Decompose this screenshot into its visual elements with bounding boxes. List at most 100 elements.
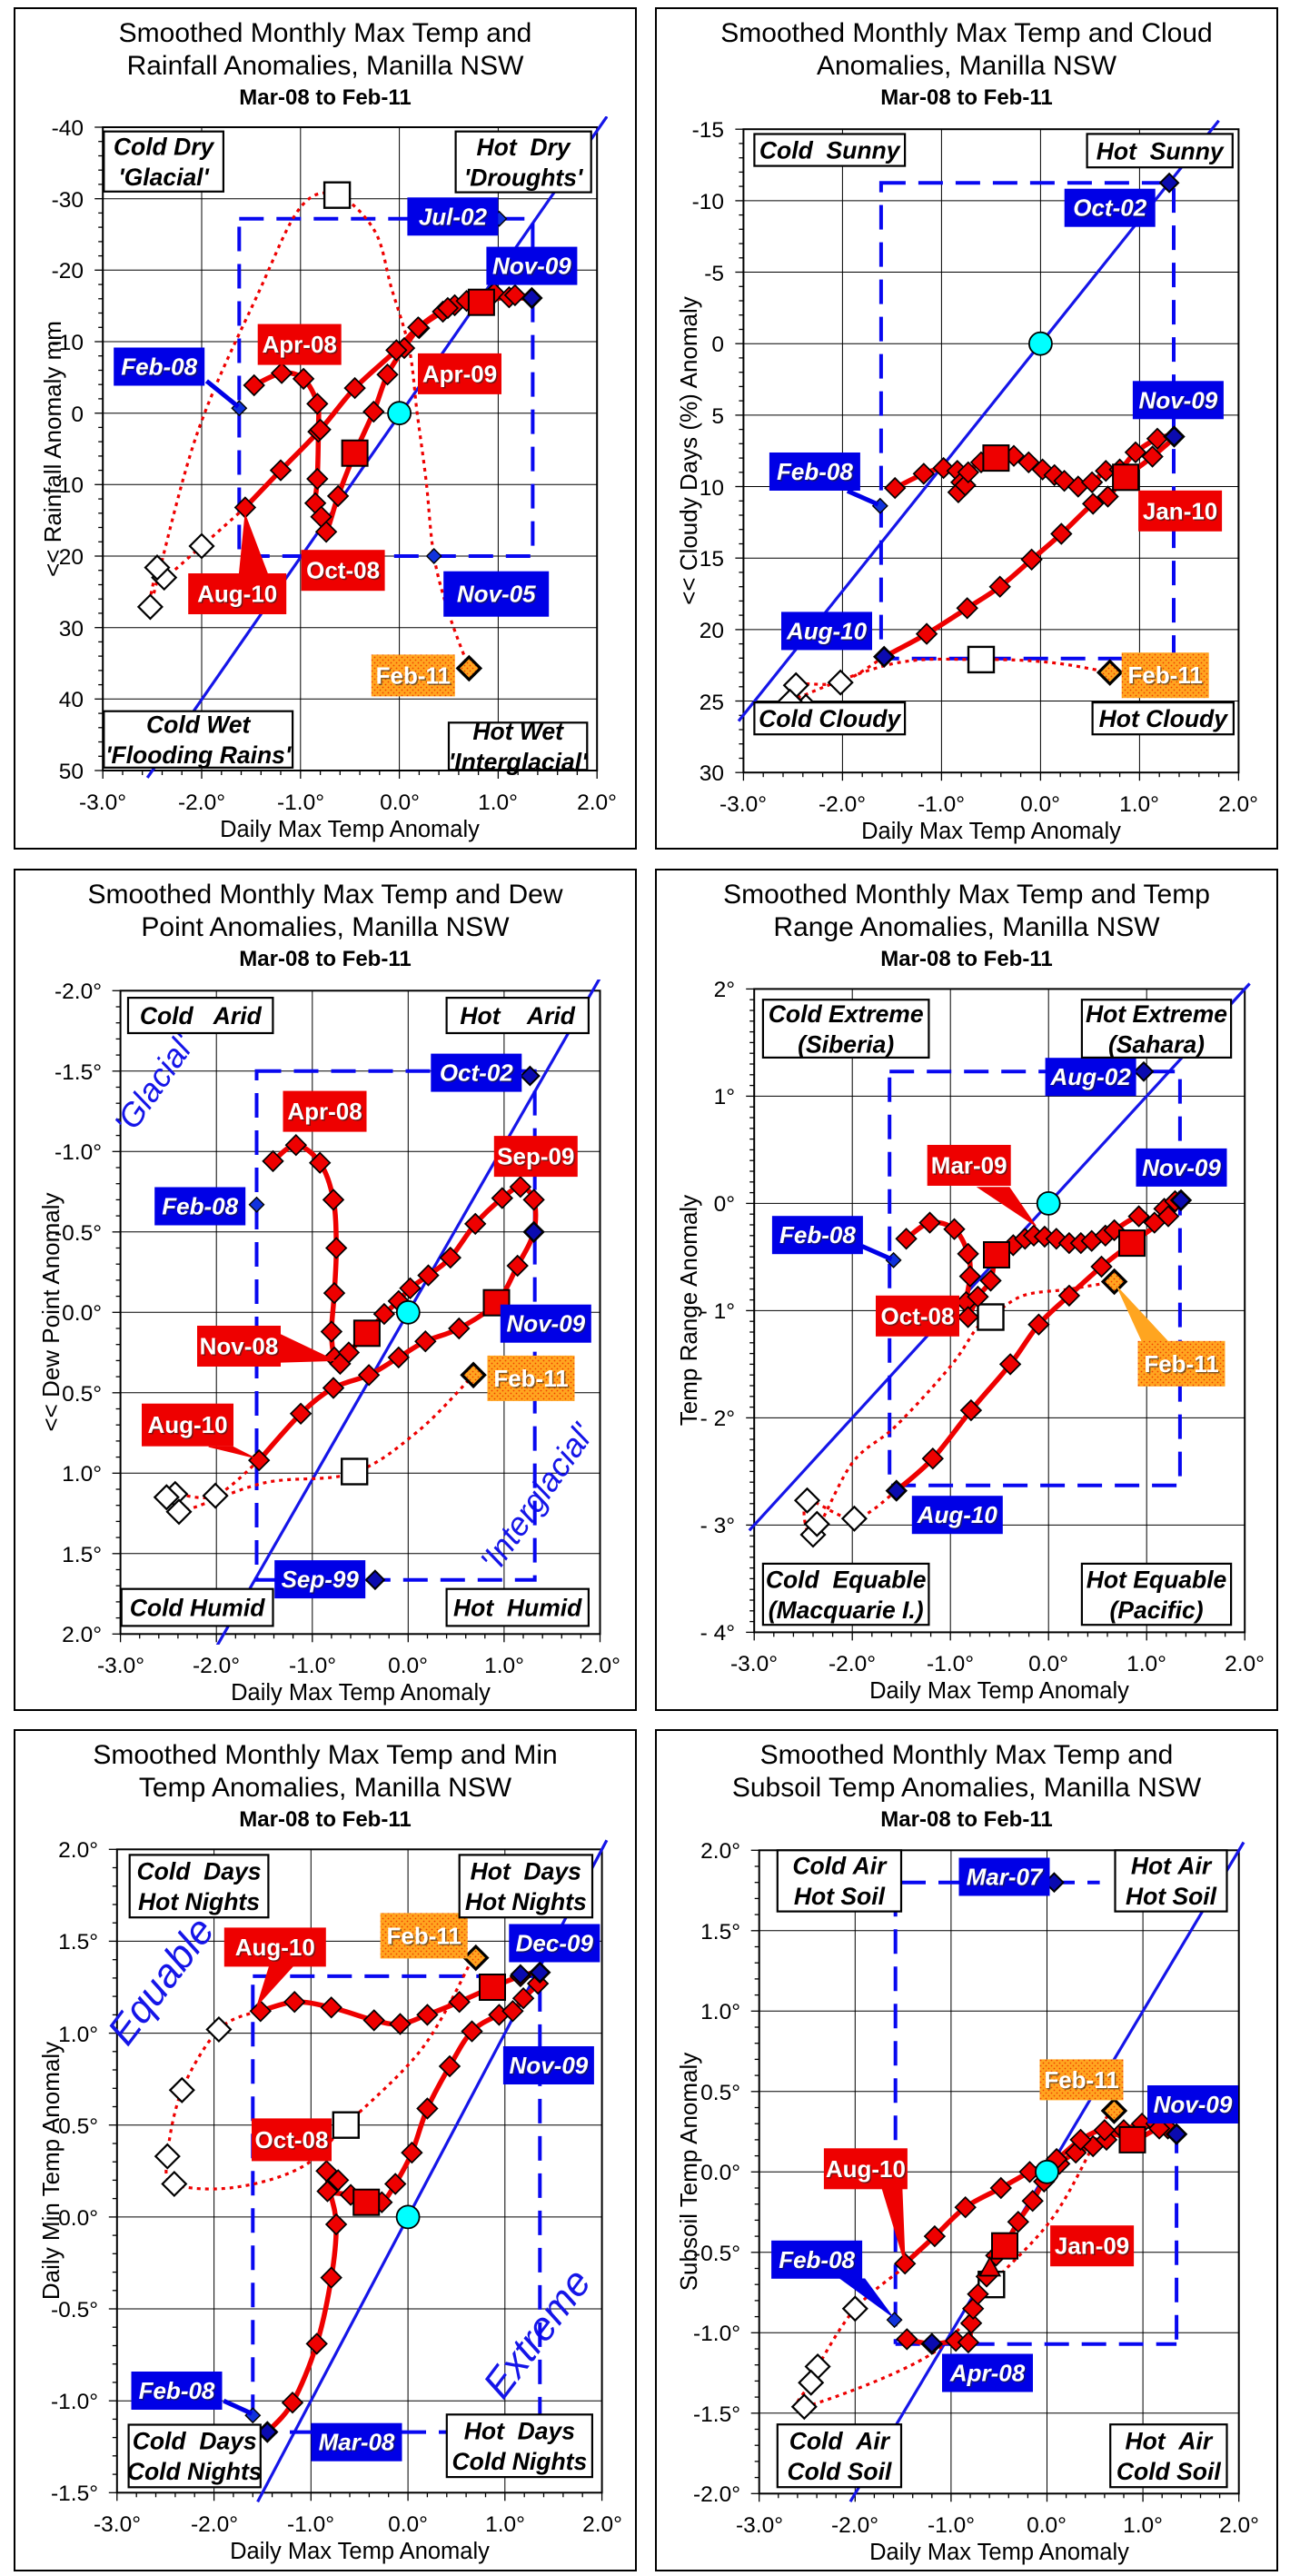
- svg-text:Dec-09: Dec-09: [516, 1930, 594, 1957]
- svg-text:Daily Max Temp Anomaly: Daily Max Temp Anomaly: [220, 817, 480, 842]
- svg-text:Daily Max Temp Anomaly: Daily Max Temp Anomaly: [231, 1680, 491, 1706]
- svg-text:Feb-11: Feb-11: [495, 1366, 570, 1393]
- svg-text:-2.0°: -2.0°: [55, 980, 102, 1004]
- svg-text:-20: -20: [52, 259, 84, 283]
- svg-text:Smoothed Monthly Max Temp and: Smoothed Monthly Max Temp and: [119, 18, 532, 48]
- svg-text:2.0°: 2.0°: [582, 2512, 622, 2537]
- svg-text:-10: -10: [52, 331, 84, 355]
- svg-text:-2.0°: -2.0°: [693, 2482, 740, 2507]
- svg-text:Jan-09: Jan-09: [1055, 2233, 1129, 2260]
- svg-text:-5: -5: [704, 262, 724, 286]
- svg-text:Hot Dry: Hot Dry: [477, 134, 571, 161]
- svg-text:0.0°: 0.0°: [62, 1301, 102, 1326]
- svg-text:Daily Min Temp Anomaly: Daily Min Temp Anomaly: [37, 2042, 64, 2300]
- svg-text:Cold Equable: Cold Equable: [766, 1566, 927, 1593]
- svg-text:1.0°: 1.0°: [485, 2512, 525, 2537]
- svg-text:Jul-02: Jul-02: [419, 203, 488, 230]
- svg-text:Feb-11: Feb-11: [388, 1924, 462, 1951]
- svg-text:-3.0°: -3.0°: [97, 1654, 144, 1678]
- svg-text:Hot Nights: Hot Nights: [465, 1888, 587, 1915]
- svg-text:1.0°: 1.0°: [478, 791, 518, 815]
- svg-text:Cold Nights: Cold Nights: [452, 2448, 588, 2475]
- svg-text:0: 0: [711, 333, 724, 357]
- svg-text:-1.0°: -1.0°: [693, 2322, 740, 2346]
- svg-text:-2.0°: -2.0°: [193, 1654, 240, 1678]
- svg-text:Feb-08: Feb-08: [779, 1221, 856, 1248]
- svg-text:Apr-08: Apr-08: [949, 2360, 1026, 2387]
- svg-text:Cold Air: Cold Air: [792, 1853, 888, 1880]
- svg-text:Mar-07: Mar-07: [968, 1865, 1045, 1892]
- svg-text:Oct-02: Oct-02: [1075, 195, 1148, 223]
- svg-text:Feb-11: Feb-11: [1128, 661, 1203, 689]
- svg-text:Nov-08: Nov-08: [200, 1333, 279, 1360]
- svg-text:50: 50: [59, 760, 84, 784]
- svg-text:Oct-02: Oct-02: [1073, 194, 1146, 222]
- svg-text:Mar-08 to Feb-11: Mar-08 to Feb-11: [880, 1807, 1052, 1832]
- svg-text:Nov-05: Nov-05: [458, 582, 537, 609]
- svg-text:Cold Dry: Cold Dry: [114, 134, 215, 161]
- svg-text:'Flooding Rains': 'Flooding Rains': [105, 741, 293, 769]
- svg-text:Aug-10: Aug-10: [236, 1934, 316, 1962]
- svg-text:Aug-10: Aug-10: [235, 1934, 315, 1961]
- svg-text:5: 5: [711, 404, 724, 429]
- svg-text:Sep-09: Sep-09: [497, 1143, 574, 1170]
- svg-text:Jan-09: Jan-09: [1056, 2233, 1130, 2261]
- svg-text:Feb-11: Feb-11: [1046, 2067, 1120, 2094]
- svg-text:Hot Humid: Hot Humid: [453, 1595, 582, 1622]
- svg-text:Aug-10: Aug-10: [199, 582, 279, 609]
- svg-text:- 3°: - 3°: [700, 1514, 735, 1538]
- svg-text:Smoothed Monthly Max Temp and: Smoothed Monthly Max Temp and Cloud: [720, 18, 1212, 48]
- svg-text:Cold Days: Cold Days: [137, 1858, 262, 1885]
- svg-text:2.0°: 2.0°: [1225, 1652, 1265, 1676]
- svg-text:Cold Arid: Cold Arid: [140, 1002, 263, 1029]
- svg-text:Hot Soil: Hot Soil: [1126, 1883, 1217, 1910]
- svg-text:Daily Max Temp Anomaly: Daily Max Temp Anomaly: [230, 2539, 490, 2564]
- svg-text:1.5°: 1.5°: [62, 1543, 102, 1567]
- svg-text:1.0°: 1.0°: [62, 1462, 102, 1487]
- svg-text:0.0°: 0.0°: [380, 791, 420, 815]
- svg-text:-1.0°: -1.0°: [289, 1654, 336, 1678]
- svg-text:Aug-10: Aug-10: [147, 1411, 227, 1438]
- svg-text:Cold Sunny: Cold Sunny: [759, 137, 901, 164]
- svg-text:Aug-10: Aug-10: [197, 581, 277, 608]
- svg-text:Cold Soil: Cold Soil: [787, 2458, 891, 2485]
- svg-text:-1.5°: -1.5°: [693, 2402, 740, 2427]
- svg-text:Nov-09: Nov-09: [1144, 1155, 1223, 1182]
- svg-text:0.0°: 0.0°: [1028, 1652, 1068, 1676]
- svg-text:15: 15: [700, 547, 724, 572]
- svg-text:Apr-08: Apr-08: [263, 333, 338, 360]
- svg-text:Feb-08: Feb-08: [162, 1193, 238, 1220]
- svg-text:Feb-08: Feb-08: [139, 2377, 215, 2404]
- svg-text:Aug-10: Aug-10: [917, 1501, 998, 1528]
- svg-text:-1.0°: -1.0°: [277, 791, 324, 815]
- svg-text:Jan-10: Jan-10: [1144, 499, 1218, 526]
- svg-text:Feb-11: Feb-11: [1144, 1350, 1218, 1378]
- svg-text:-1.5°: -1.5°: [55, 1060, 102, 1085]
- svg-text:Feb-11: Feb-11: [376, 661, 451, 689]
- svg-text:-0.5°: -0.5°: [55, 1221, 102, 1246]
- svg-text:0°: 0°: [714, 1192, 735, 1217]
- svg-text:Nov-09: Nov-09: [508, 1311, 587, 1338]
- svg-text:Jul-02: Jul-02: [420, 204, 489, 232]
- svg-text:Apr-08: Apr-08: [950, 2361, 1027, 2388]
- svg-text:2.0°: 2.0°: [58, 1838, 98, 1863]
- svg-text:- 1°: - 1°: [700, 1299, 735, 1324]
- svg-text:-3.0°: -3.0°: [79, 791, 126, 815]
- svg-text:Anomalies, Manilla NSW: Anomalies, Manilla NSW: [817, 51, 1117, 81]
- svg-text:-2.0°: -2.0°: [831, 2513, 878, 2538]
- svg-text:Nov-09: Nov-09: [510, 2052, 589, 2079]
- svg-text:0.5°: 0.5°: [700, 2081, 740, 2105]
- svg-text:Sep-99: Sep-99: [282, 1566, 360, 1593]
- svg-text:-3.0°: -3.0°: [730, 1652, 778, 1676]
- svg-text:Apr-09: Apr-09: [423, 362, 498, 389]
- svg-text:Mar-08 to Feb-11: Mar-08 to Feb-11: [239, 1807, 411, 1832]
- svg-text:-2.0°: -2.0°: [191, 2512, 238, 2537]
- svg-text:Hot Soil: Hot Soil: [794, 1883, 886, 1910]
- svg-text:Nov-09: Nov-09: [1140, 388, 1219, 415]
- svg-text:Hot Equable: Hot Equable: [1087, 1566, 1227, 1593]
- svg-text:Feb-08: Feb-08: [780, 2247, 857, 2274]
- svg-text:Mar-08 to Feb-11: Mar-08 to Feb-11: [239, 947, 411, 971]
- svg-text:Oct-08: Oct-08: [881, 1302, 955, 1329]
- svg-text:0.5°: 0.5°: [58, 2114, 98, 2139]
- svg-text:1.0°: 1.0°: [1126, 1652, 1166, 1676]
